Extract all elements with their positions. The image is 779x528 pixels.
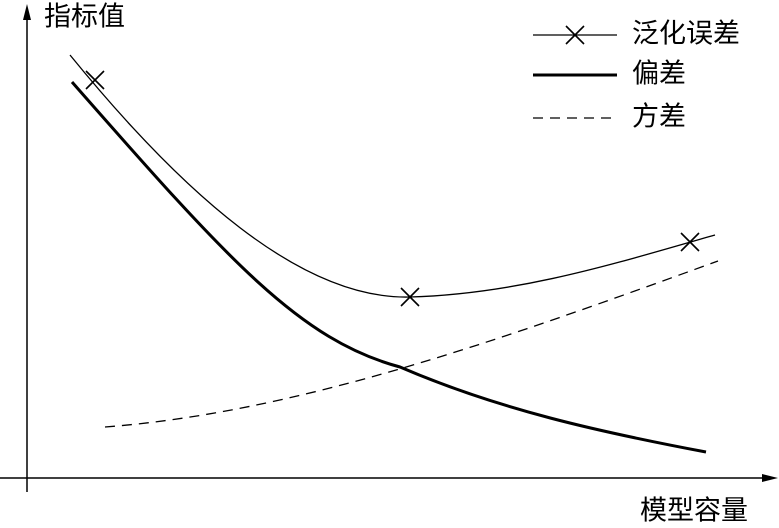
x-axis-arrow xyxy=(762,474,778,482)
generalization-error-curve xyxy=(69,54,716,298)
variance-curve xyxy=(104,260,719,428)
legend-label: 方差 xyxy=(632,102,686,133)
error-markers xyxy=(85,70,700,307)
y-axis-arrow xyxy=(23,4,31,20)
legend: 泛化误差 偏差 方差 xyxy=(533,19,740,133)
legend-marker xyxy=(565,25,585,45)
marker xyxy=(85,70,105,90)
legend-label: 泛化误差 xyxy=(632,19,740,50)
y-axis-label: 指标值 xyxy=(44,2,125,33)
marker xyxy=(680,232,700,252)
legend-label: 偏差 xyxy=(632,59,686,90)
x-axis-label: 模型容量 xyxy=(640,496,748,527)
marker xyxy=(400,287,420,307)
bias-curve xyxy=(70,81,707,454)
